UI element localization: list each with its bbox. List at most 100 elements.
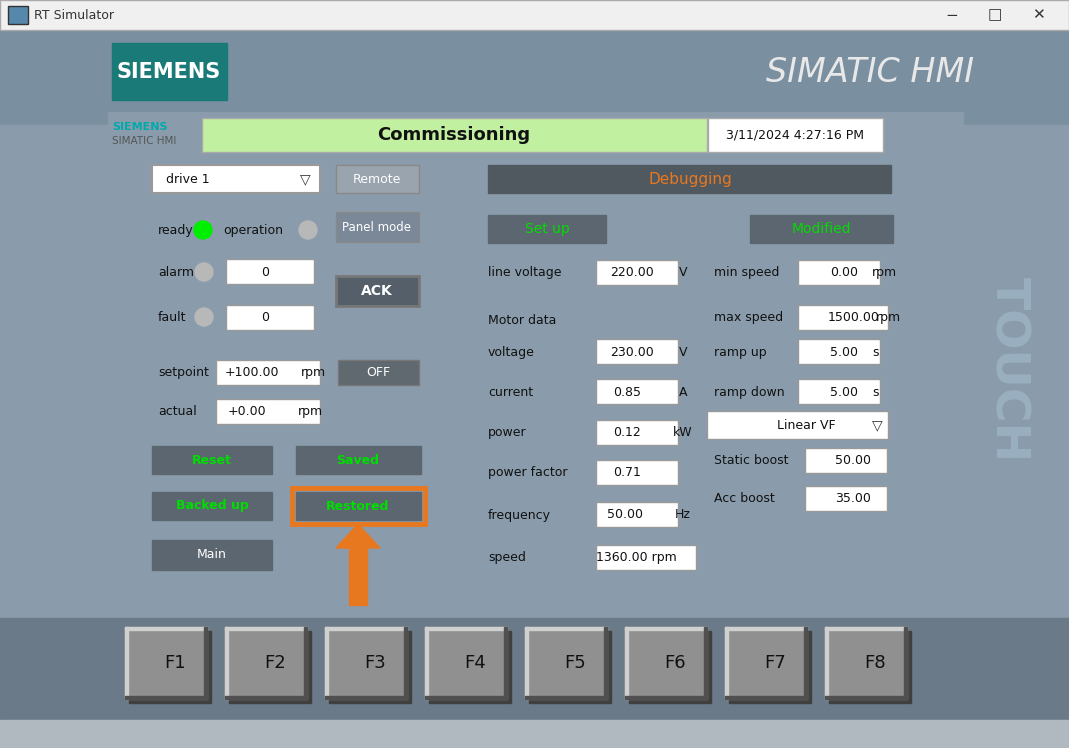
Text: speed: speed [489, 551, 526, 565]
Text: F1: F1 [165, 654, 186, 672]
Text: Acc boost: Acc boost [714, 491, 775, 504]
Text: 0.71: 0.71 [613, 465, 641, 479]
Bar [202, 118, 707, 152]
Bar [805, 486, 887, 511]
Text: current: current [489, 385, 533, 399]
Circle shape [195, 263, 213, 281]
Text: +0.00: +0.00 [228, 405, 266, 417]
Bar [489, 165, 890, 193]
Bar [597, 420, 678, 445]
Bar [597, 460, 678, 485]
Bar [797, 379, 880, 404]
Text: ACK: ACK [361, 284, 393, 298]
Text: 0: 0 [261, 310, 269, 323]
Text: Commissioning: Commissioning [377, 126, 530, 144]
Bar [108, 112, 963, 622]
Text: Remote: Remote [353, 173, 401, 186]
Bar [750, 215, 893, 243]
Bar [226, 259, 314, 284]
Bar [152, 540, 272, 570]
Bar [0, 618, 1069, 748]
Bar [325, 627, 328, 699]
Bar [725, 696, 807, 699]
Text: 230.00: 230.00 [610, 346, 654, 358]
Text: F2: F2 [264, 654, 285, 672]
Text: max speed: max speed [714, 310, 784, 323]
Text: power factor: power factor [489, 465, 568, 479]
Bar [804, 627, 807, 699]
Circle shape [193, 221, 212, 239]
Bar [725, 627, 807, 630]
Text: F4: F4 [464, 654, 486, 672]
Text: min speed: min speed [714, 266, 779, 278]
Bar [708, 118, 883, 152]
Bar [125, 627, 207, 699]
Text: 0.85: 0.85 [613, 385, 641, 399]
Text: F5: F5 [564, 654, 586, 672]
Text: −: − [946, 7, 959, 22]
Text: F3: F3 [365, 654, 386, 672]
Bar [0, 720, 1069, 748]
Bar [825, 627, 907, 630]
Bar [292, 488, 425, 524]
Bar [336, 276, 419, 306]
Text: Panel mode: Panel mode [342, 221, 412, 233]
Bar [325, 627, 407, 699]
Bar [704, 627, 707, 699]
Text: SIEMENS: SIEMENS [112, 122, 168, 132]
Circle shape [299, 221, 317, 239]
Text: Set up: Set up [525, 222, 570, 236]
Bar [625, 696, 707, 699]
Text: 1500.00: 1500.00 [828, 310, 880, 323]
Text: fault: fault [158, 310, 186, 323]
Text: 220.00: 220.00 [610, 266, 654, 278]
Bar [216, 399, 320, 424]
Text: 5.00: 5.00 [830, 385, 858, 399]
Text: 5.00: 5.00 [830, 346, 858, 358]
Bar [805, 448, 887, 473]
Bar [797, 339, 880, 364]
Text: ▽: ▽ [299, 172, 310, 186]
Text: s: s [872, 346, 879, 358]
Text: 35.00: 35.00 [835, 491, 871, 504]
Circle shape [195, 308, 213, 326]
Text: □: □ [988, 7, 1003, 22]
Bar [224, 696, 307, 699]
Text: Hz: Hz [675, 509, 691, 521]
Text: rpm: rpm [300, 366, 326, 378]
Bar [729, 631, 811, 703]
Text: s: s [872, 385, 879, 399]
Text: +100.00: +100.00 [224, 366, 279, 378]
Bar [597, 379, 678, 404]
Text: rpm: rpm [297, 405, 323, 417]
Bar [204, 627, 207, 699]
Bar [525, 627, 528, 699]
Bar [336, 212, 419, 242]
Text: 0: 0 [261, 266, 269, 278]
Bar [226, 305, 314, 330]
Bar [325, 627, 407, 630]
Text: ramp down: ramp down [714, 385, 785, 399]
Bar [797, 305, 888, 330]
Bar [525, 627, 607, 699]
Text: kW: kW [673, 426, 693, 438]
Text: Restored: Restored [326, 500, 390, 512]
Bar [625, 627, 707, 630]
Bar [425, 627, 428, 699]
Bar [707, 411, 888, 439]
Bar [404, 627, 407, 699]
Text: SIEMENS: SIEMENS [117, 62, 221, 82]
Text: Backed up: Backed up [175, 500, 248, 512]
Text: operation: operation [223, 224, 283, 236]
Bar [629, 631, 711, 703]
Text: actual: actual [158, 405, 197, 417]
Text: Static boost: Static boost [714, 453, 789, 467]
Text: 0.12: 0.12 [614, 426, 641, 438]
Bar [152, 446, 272, 474]
Text: ✕: ✕ [1032, 7, 1044, 22]
Text: F7: F7 [764, 654, 786, 672]
Bar [525, 627, 607, 630]
Bar [825, 627, 907, 699]
Bar [125, 627, 207, 630]
Text: alarm: alarm [158, 266, 193, 278]
